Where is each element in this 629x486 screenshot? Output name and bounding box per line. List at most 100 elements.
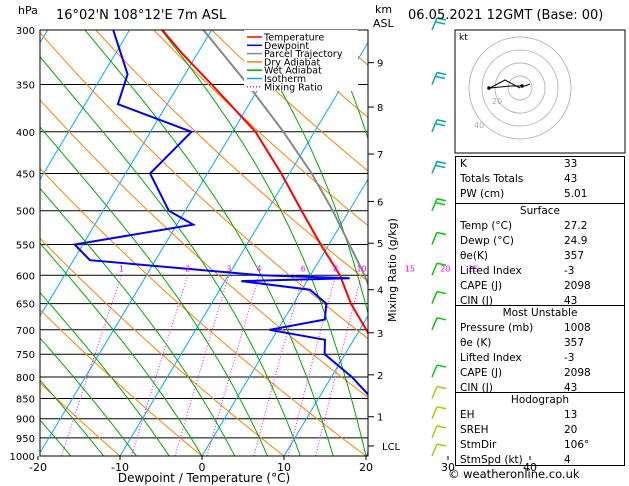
wet-adiabat-line [40, 242, 203, 456]
hodograph-trace [489, 79, 531, 89]
mixing-ratio-line [61, 275, 122, 456]
wind-barb-flag [436, 290, 447, 295]
pressure-tick-label: 1000 [10, 452, 35, 463]
altitude-tick-label: LCL [382, 442, 401, 453]
altitude-tick-label: 8 [377, 103, 383, 114]
altitude-tick-label: 5 [377, 239, 383, 250]
altitude-tick-label: 7 [377, 150, 383, 161]
wind-barb [431, 291, 438, 304]
pressure-tick-label: 700 [16, 326, 35, 337]
legend-entry: Dewpoint [264, 41, 309, 52]
wind-barb-flag [436, 119, 447, 123]
surface-title: Surface [519, 205, 560, 217]
hpa-label: hPa [18, 4, 38, 17]
pressure-tick-label: 600 [16, 271, 35, 282]
mixing-ratio-axis-title: Mixing Ratio (g/kg) [386, 218, 399, 322]
wind-barb [431, 425, 438, 439]
wet-adiabat-line [40, 337, 137, 456]
wind-barb [431, 72, 438, 85]
mixing-ratio-label: 8 [333, 264, 338, 273]
isotherm-line [119, 41, 368, 456]
hodograph-title: Hodograph [510, 394, 570, 406]
wind-barb-flag [436, 17, 447, 21]
hodograph-ring-label: 40 [474, 121, 484, 130]
wind-barb [431, 364, 438, 378]
dry-adiabat-line [40, 31, 368, 340]
mixing-ratio-label: 3 [226, 264, 231, 273]
wind-barb [431, 443, 438, 457]
most-unstable-box: Most Unstable Pressure (mb) 1008 θe (K) 35… [455, 305, 625, 394]
hodograph-point [487, 86, 491, 90]
mixing-ratio-label: 10 [356, 264, 366, 273]
altitude-tick-label: 1 [377, 413, 383, 424]
isotherm-line [283, 315, 368, 456]
x-tick-label: 40 [523, 461, 537, 474]
wet-adiabat-line [40, 379, 104, 456]
mixing-ratio-label: 20 [440, 264, 450, 273]
pressure-tick-label: 550 [16, 240, 35, 251]
wind-barb-flag [436, 405, 447, 410]
wind-barb-flag [436, 317, 447, 321]
wind-barb-flag [435, 75, 446, 80]
dry-adiabat-line [211, 30, 368, 172]
wet-adiabat-line [160, 30, 367, 456]
hodograph-ring [468, 36, 572, 140]
mixing-ratio-label: 25 [468, 264, 478, 273]
pressure-tick-label: 300 [16, 26, 35, 37]
wind-barb [431, 317, 438, 331]
surface-row: Dewp (°C) 24.9 [460, 235, 588, 247]
parcel-trajectory-line [202, 30, 368, 287]
x-tick-label: 30 [441, 461, 455, 474]
wind-barb [431, 198, 438, 212]
indices-box: K 33 Totals Totals 43 PW (cm) 5.01 [455, 156, 625, 204]
wind-barb [431, 161, 438, 174]
wet-adiabat-line [40, 187, 236, 456]
copyright-link[interactable]: © weatheronline.co.uk [448, 467, 580, 481]
isotherm-line [40, 30, 131, 181]
asl-label: ASL [373, 17, 395, 30]
hodograph-point [520, 84, 524, 88]
legend-entry: Mixing Ratio [264, 82, 323, 93]
wind-barb-flag [435, 21, 446, 25]
isotherm-line [201, 178, 368, 456]
wind-barb-flag [436, 198, 447, 202]
pressure-tick-label: 800 [16, 373, 35, 384]
index-row-k: K 33 [460, 158, 578, 170]
hodo-row: SREH 20 [460, 424, 578, 436]
datetime-title: 06.05.2021 12GMT (Base: 00) [408, 8, 603, 23]
wind-barb [431, 406, 438, 420]
surface-row: θe(K) 357 [460, 250, 585, 262]
index-row-pw: PW (cm) 5.01 [460, 188, 588, 200]
legend-bg [244, 30, 358, 91]
wind-barb-flag [435, 202, 446, 206]
legend-entry: Temperature [263, 33, 324, 44]
mu-row: Lifted Index -3 [460, 352, 575, 364]
wind-barb-flag [436, 71, 447, 76]
mixing-ratio-line [174, 275, 230, 456]
profiles-layer [72, 30, 368, 396]
surface-row: Lifted Index -3 [460, 265, 575, 277]
wind-barb [431, 232, 438, 245]
pressure-tick-label: 450 [16, 169, 35, 180]
wind-barb-flag [435, 164, 446, 169]
wet-adiabat-line [243, 30, 368, 316]
wet-adiabat-line [40, 55, 301, 456]
x-tick-label: 10 [277, 461, 291, 474]
legend-entry: Dry Adiabat [264, 57, 321, 68]
dry-adiabat-line [153, 30, 368, 227]
wind-barbs [431, 17, 447, 457]
hodograph-ring [481, 49, 559, 127]
surface-row: CIN (J) 43 [460, 295, 578, 307]
mixing-ratio-line [131, 275, 189, 456]
most-unstable-title: Most Unstable [502, 307, 578, 319]
pressure-tick-label: 750 [16, 350, 35, 361]
surface-row: Temp (°C) 27.2 [460, 220, 588, 232]
hodograph-ring-label: 20 [492, 97, 502, 106]
dry-adiabat-line [40, 382, 121, 456]
hodo-row: StmDir 106° [460, 439, 590, 451]
hodo-row: StmSpd (kt) 4 [460, 454, 571, 466]
temperature-line [161, 30, 368, 336]
location-title: 16°02'N 108°12'E 7m ASL [56, 8, 227, 23]
mixing-ratio-line [287, 275, 337, 456]
hodograph-ring [507, 75, 533, 101]
